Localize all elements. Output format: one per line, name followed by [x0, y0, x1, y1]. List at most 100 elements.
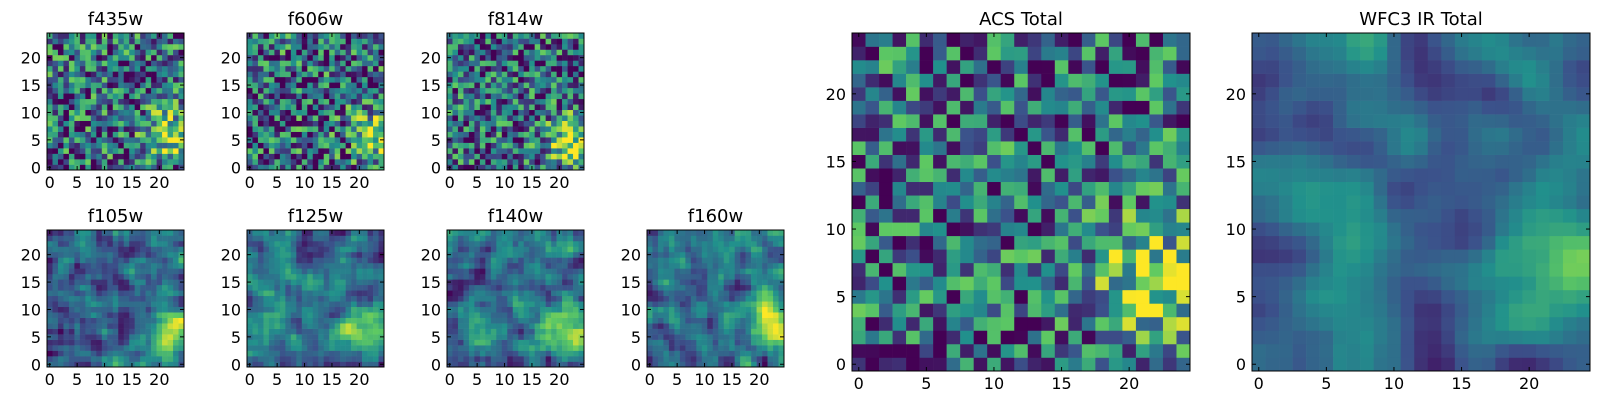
heatmap-cell — [960, 195, 974, 210]
heatmap-cell — [296, 38, 303, 45]
heatmap-cell — [134, 82, 141, 89]
heatmap-cell — [452, 230, 459, 236]
heatmap-cell — [274, 350, 281, 357]
heatmap-cell — [578, 312, 585, 318]
heatmap-cell — [279, 137, 286, 143]
heatmap-cell — [268, 49, 275, 56]
heatmap-cell — [145, 251, 152, 258]
heatmap-cell — [85, 312, 92, 318]
heatmap-cell — [123, 301, 130, 308]
heatmap-cell — [373, 159, 379, 165]
heatmap-cell — [101, 295, 108, 302]
heatmap-cell — [362, 328, 368, 335]
heatmap-cell — [107, 290, 114, 297]
heatmap-cell — [268, 323, 275, 329]
heatmap-cell — [296, 104, 303, 111]
heatmap-cell — [696, 356, 703, 362]
heatmap-cell — [367, 345, 374, 351]
heatmap-cell — [178, 43, 185, 50]
heatmap-cell — [296, 159, 303, 165]
heatmap-cell — [101, 334, 108, 340]
heatmap-cell — [151, 361, 157, 368]
heatmap-cell — [373, 148, 379, 154]
heatmap-cell — [79, 60, 86, 67]
heatmap-cell — [323, 82, 330, 89]
heatmap-cell — [312, 71, 319, 78]
heatmap-cell — [718, 306, 725, 313]
heatmap-cell — [90, 350, 97, 357]
heatmap-cell — [1149, 235, 1164, 250]
heatmap-cell — [118, 137, 125, 143]
heatmap-cell — [468, 137, 475, 143]
heatmap-cell — [468, 71, 475, 78]
heatmap-cell — [63, 235, 70, 242]
heatmap-cell — [496, 131, 503, 138]
heatmap-cell — [296, 284, 303, 291]
heatmap-cell — [457, 345, 464, 351]
heatmap-cell — [107, 109, 114, 116]
heatmap-cell — [252, 120, 259, 127]
heatmap-cell — [707, 284, 714, 291]
heatmap-cell — [1027, 168, 1042, 183]
heatmap-cell — [356, 82, 363, 89]
heatmap-cell — [329, 268, 335, 275]
heatmap-cell — [468, 339, 475, 346]
heatmap-cell — [468, 131, 475, 138]
heatmap-cell — [1054, 343, 1069, 358]
heatmap-cell — [274, 268, 281, 275]
heatmap-cell — [129, 82, 135, 89]
heatmap-cell — [340, 356, 346, 362]
heatmap-cell — [63, 251, 70, 258]
heatmap-cell — [1041, 276, 1056, 291]
heatmap-cell — [573, 115, 579, 121]
heatmap-cell — [329, 328, 335, 335]
heatmap-cell — [378, 356, 385, 362]
heatmap-cell — [490, 76, 497, 83]
heatmap-cell — [756, 334, 763, 340]
heatmap-cell — [523, 43, 530, 50]
heatmap-cell — [63, 54, 70, 61]
heatmap-cell — [312, 306, 319, 313]
heatmap-cell — [247, 301, 253, 308]
heatmap-cell — [707, 230, 714, 236]
heatmap-cell — [96, 60, 103, 67]
heatmap-cell — [1149, 262, 1164, 277]
heatmap-cell — [373, 131, 379, 138]
heatmap-cell — [490, 230, 497, 236]
heatmap-cell — [578, 49, 585, 56]
heatmap-cell — [279, 98, 286, 105]
heatmap-cell — [323, 131, 330, 138]
heatmap-cell — [485, 328, 492, 335]
heatmap-cell — [960, 181, 974, 196]
heatmap-cell — [729, 323, 735, 329]
heatmap-cell — [479, 33, 486, 39]
heatmap-cell — [57, 284, 64, 291]
heatmap-cell — [340, 137, 346, 143]
heatmap-cell — [545, 301, 552, 308]
heatmap-cell — [745, 361, 752, 368]
heatmap-cell — [279, 33, 286, 39]
heatmap-cell — [378, 43, 385, 50]
heatmap-cell — [107, 284, 114, 291]
heatmap-cell — [151, 60, 157, 67]
heatmap-cell — [540, 131, 546, 138]
heatmap-cell — [556, 76, 563, 83]
heatmap-cell — [356, 317, 363, 324]
heatmap-cell — [1149, 289, 1164, 304]
heatmap-cell — [162, 93, 168, 100]
heatmap-cell — [545, 334, 552, 340]
heatmap-cell — [129, 38, 135, 45]
heatmap-cell — [252, 126, 259, 132]
heatmap-cell — [162, 76, 168, 83]
heatmap-cell — [340, 301, 346, 308]
heatmap-cell — [323, 71, 330, 78]
heatmap-cell — [101, 137, 108, 143]
heatmap-cell — [107, 65, 114, 72]
heatmap-cell — [101, 284, 108, 291]
heatmap-cell — [507, 262, 514, 269]
heatmap-cell — [101, 54, 108, 61]
heatmap-cell — [296, 273, 303, 280]
heatmap-cell — [551, 98, 557, 105]
heatmap-cell — [452, 290, 459, 297]
heatmap-cell — [85, 60, 92, 67]
